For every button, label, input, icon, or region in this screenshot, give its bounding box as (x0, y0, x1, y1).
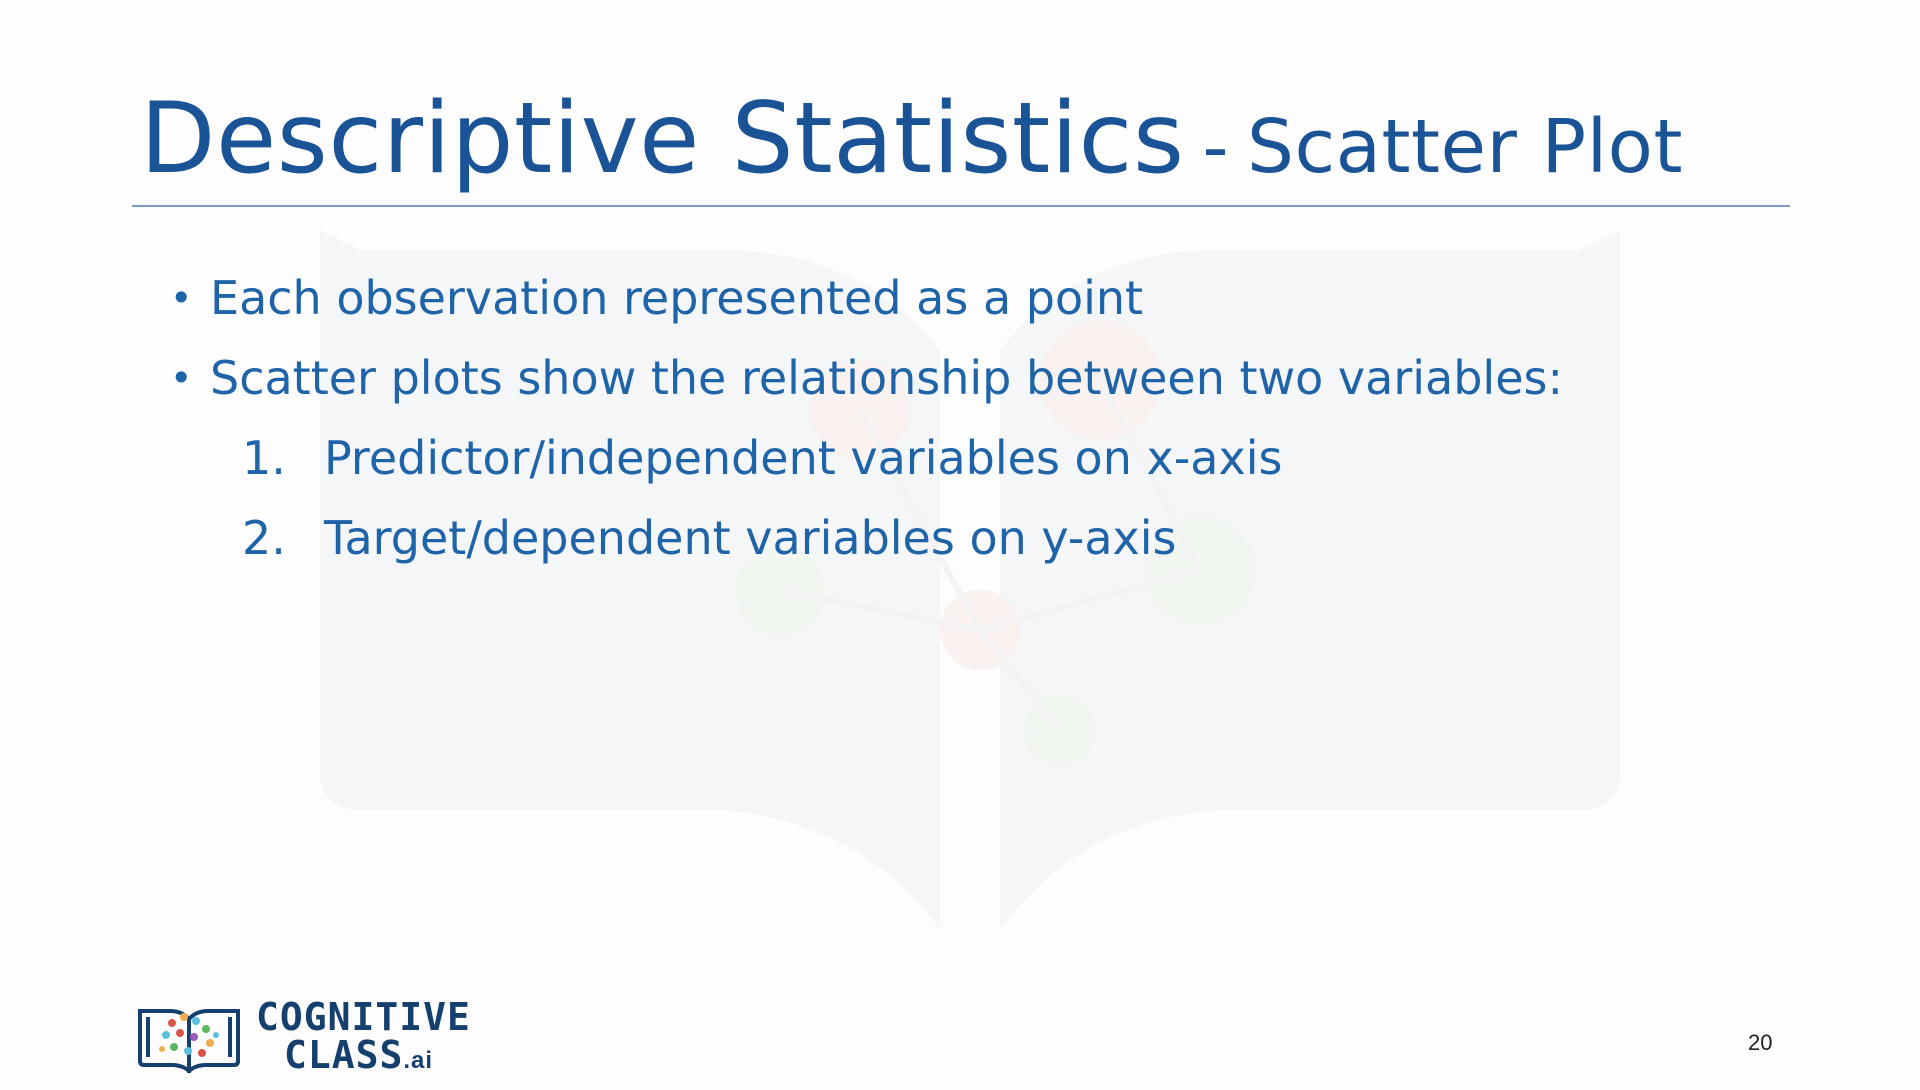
numbered-item-text: Target/dependent variables on y-axis (324, 511, 1177, 565)
bullet-dot-icon: • (170, 356, 193, 400)
logo-wordmark: COGNITIVE CLASS.ai (256, 998, 471, 1080)
bullet-text: Scatter plots show the relationship betw… (210, 351, 1563, 405)
logo-line-1: COGNITIVE (256, 995, 471, 1039)
numbered-item: 2. Target/dependent variables on y-axis (242, 498, 1563, 578)
logo-line-2-text: CLASS (284, 1033, 404, 1077)
bullet-item: • Scatter plots show the relationship be… (170, 338, 1563, 418)
slide-title-separator: - (1202, 105, 1229, 189)
numbered-item: 1. Predictor/independent variables on x-… (242, 418, 1563, 498)
slide-content: • Each observation represented as a poin… (170, 258, 1563, 578)
book-network-logo-icon (138, 1009, 240, 1073)
logo-suffix: .ai (403, 1047, 434, 1074)
numbered-item-number: 2. (242, 511, 286, 565)
slide-title-sub: Scatter Plot (1246, 104, 1683, 190)
bullet-dot-icon: • (170, 276, 193, 320)
numbered-item-text: Predictor/independent variables on x-axi… (324, 431, 1283, 485)
book-watermark-icon (320, 230, 1620, 930)
cognitive-class-logo: COGNITIVE CLASS.ai (136, 998, 471, 1080)
numbered-item-number: 1. (242, 431, 286, 485)
page-number: 20 (1748, 1030, 1773, 1055)
bullet-item: • Each observation represented as a poin… (170, 258, 1563, 338)
logo-line-2: CLASS.ai (284, 1036, 471, 1080)
title-divider (132, 205, 1790, 207)
bullet-text: Each observation represented as a point (210, 271, 1144, 325)
slide-title: Descriptive Statistics - Scatter Plot (140, 82, 1683, 196)
slide-title-main: Descriptive Statistics (140, 82, 1185, 196)
